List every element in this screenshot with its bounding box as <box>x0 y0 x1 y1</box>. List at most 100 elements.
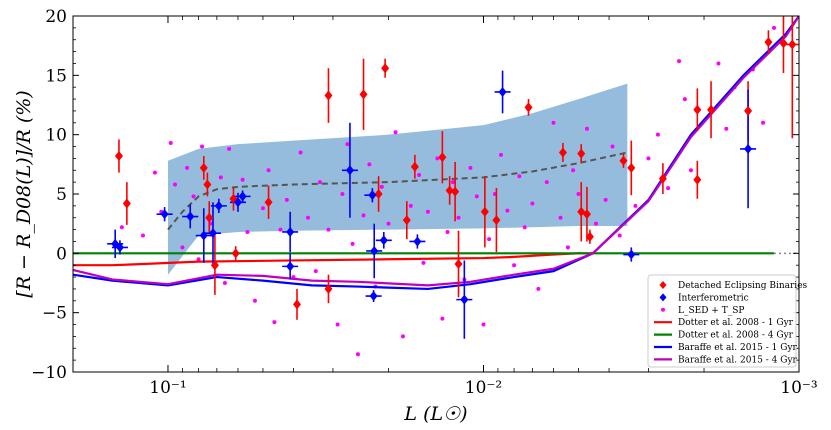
lsed-point <box>252 298 257 303</box>
confidence-band-layer <box>167 83 628 275</box>
lsed-point <box>278 227 283 232</box>
lsed-point <box>610 144 615 149</box>
interferometric-point <box>233 197 242 208</box>
lsed-point <box>196 257 201 262</box>
interferometric-point <box>208 228 217 239</box>
lsed-point <box>379 184 384 189</box>
lsed-point <box>245 229 250 234</box>
y-tick-label: 20 <box>45 7 67 27</box>
interferometric-point <box>199 230 208 241</box>
lsed-point <box>571 168 576 173</box>
lsed-point <box>688 168 693 173</box>
deb-point <box>264 197 273 208</box>
interferometric-point <box>369 291 378 302</box>
lsed-point <box>505 208 510 213</box>
deb-point <box>210 260 219 271</box>
lsed-point <box>551 120 556 125</box>
lsed-point <box>499 152 504 157</box>
deb-point <box>410 161 419 172</box>
x-tick-label: 10⁻² <box>465 378 502 398</box>
y-tick-label: 15 <box>45 66 67 86</box>
lsed-point <box>227 146 232 151</box>
y-tick-label: 5 <box>56 185 67 205</box>
lsed-point <box>140 233 145 238</box>
lsed-point <box>682 97 687 102</box>
lsed-point <box>218 175 223 180</box>
lsed-point <box>530 201 535 206</box>
lsed-point <box>468 165 473 170</box>
deb-point <box>231 248 240 259</box>
lsed-point <box>408 203 413 208</box>
lsed-point <box>260 206 265 211</box>
lsed-point <box>284 197 289 202</box>
legend-label-dotter-et-al-2008-1-gyr: Dotter et al. 2008 - 1 Gyr <box>678 318 794 328</box>
lsed-point <box>544 180 549 185</box>
y-tick-label: 10 <box>45 126 67 146</box>
lsed-point <box>655 132 660 137</box>
lsed-point <box>536 286 541 291</box>
deb-point <box>693 104 702 115</box>
interferometric-point <box>413 236 422 247</box>
trend-line-layer <box>167 151 628 231</box>
trend-line <box>167 151 628 231</box>
lsed-point <box>191 194 196 199</box>
deb-point <box>203 179 212 190</box>
lsed-point <box>456 215 461 220</box>
lsed-point <box>440 316 445 321</box>
deb-point <box>324 90 333 101</box>
lsed-point <box>474 194 479 199</box>
interferometric-point <box>214 200 223 211</box>
lsed-point <box>445 229 450 234</box>
x-axis-label: L (L☉) <box>403 403 467 425</box>
lsed-point <box>367 162 372 167</box>
model-curves-layer <box>73 16 799 291</box>
lsed-point <box>119 225 124 230</box>
deb-point <box>381 63 390 74</box>
deb-point <box>114 151 123 162</box>
lsed-point <box>386 221 391 226</box>
deb-point <box>619 155 628 166</box>
interferometric-point <box>627 249 636 260</box>
legend-label-l-sed-t-sp: L_SED + T_SP <box>678 306 744 316</box>
lsed-point <box>240 177 245 182</box>
deb-point <box>524 102 533 113</box>
legend-label-interferometric: Interferometric <box>678 293 749 303</box>
lsed-point <box>435 156 440 161</box>
lsed-point <box>222 281 227 285</box>
lsed-point <box>617 233 622 238</box>
axes-layer: −10 −5 0 5 10 15 20 10⁻¹ 10⁻² 10⁻³ L (L☉) [R − R_D0… <box>13 7 818 425</box>
lsed-point <box>168 140 173 145</box>
lsed-point <box>666 186 671 191</box>
interferometric-point <box>370 245 379 256</box>
interferometric-point <box>286 261 295 272</box>
deb-point <box>122 198 131 209</box>
lsed-point <box>677 59 682 64</box>
lsed-point <box>180 245 185 250</box>
lsed-point <box>565 245 570 250</box>
legend-label-dotter-et-al-2008-4-gyr: Dotter et al. 2008 - 4 Gyr <box>678 331 794 341</box>
y-tick-label: −5 <box>42 304 67 324</box>
marker-layer <box>111 37 797 310</box>
lsed-point <box>298 150 303 155</box>
deb-point <box>492 215 501 226</box>
deb-point <box>627 162 636 173</box>
deb-point <box>577 148 586 159</box>
interferometric-point <box>379 235 388 246</box>
lsed-point <box>173 182 178 187</box>
lsed-point <box>200 144 205 149</box>
deb-point <box>402 215 411 226</box>
lsed-point <box>335 322 340 327</box>
confidence-band <box>167 83 628 275</box>
y-tick-label: 0 <box>56 244 67 264</box>
legend-swatch-l-sed-t-sp <box>661 307 665 312</box>
legend-label-baraffe-et-al-2015-4-gyr: Baraffe et al. 2015 - 4 Gyr <box>678 355 798 365</box>
lsed-point <box>417 173 422 178</box>
lsed-point <box>266 168 271 173</box>
lsed-point <box>305 215 310 220</box>
lsed-point <box>350 241 355 246</box>
interferometric-point <box>286 226 295 237</box>
lsed-point <box>393 130 398 135</box>
lsed-point <box>593 221 598 226</box>
deb-point <box>693 174 702 185</box>
